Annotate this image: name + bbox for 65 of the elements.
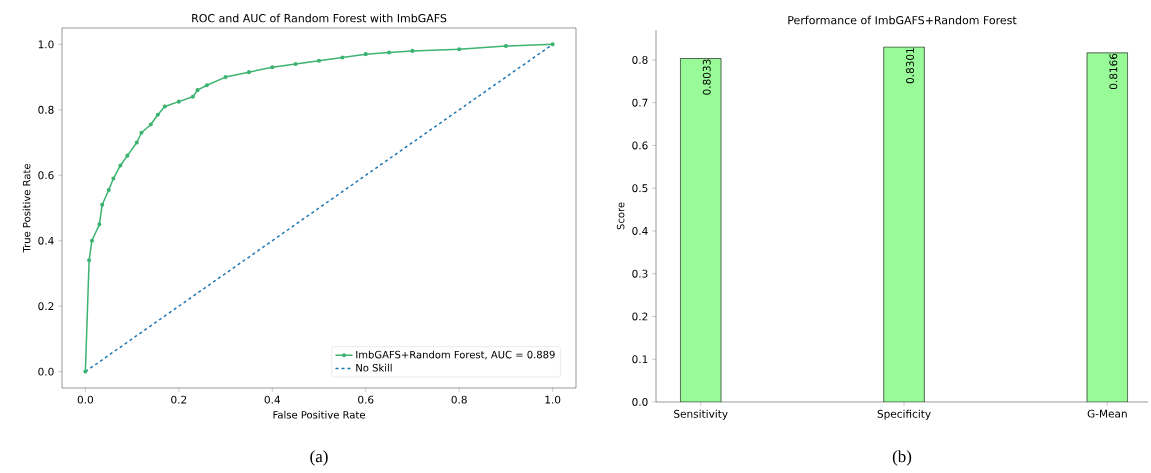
point bbox=[106, 187, 111, 193]
point bbox=[246, 70, 251, 75]
point bbox=[83, 369, 88, 374]
data-label: 0.8166 bbox=[1109, 53, 1118, 90]
point bbox=[134, 140, 139, 145]
data-label: 0.8033 bbox=[702, 59, 711, 95]
point bbox=[89, 238, 94, 243]
x-tick-label: 0.0 bbox=[77, 395, 94, 404]
point bbox=[100, 202, 105, 207]
point bbox=[503, 43, 508, 49]
text: (b) bbox=[892, 450, 912, 466]
point bbox=[162, 104, 167, 109]
x-tick-label: 0.8 bbox=[451, 395, 467, 404]
y-tick-label: 0.8 bbox=[38, 105, 54, 114]
y-tick-label: 0.6 bbox=[632, 141, 648, 150]
y-tick-label: 0.0 bbox=[38, 367, 54, 376]
point bbox=[457, 47, 462, 52]
y-axis-title: True Positive Rate bbox=[22, 163, 31, 253]
point bbox=[363, 52, 368, 57]
legend-label: No Skill bbox=[356, 363, 392, 372]
legend-label: ImbGAFS+Random Forest, AUC = 0.889 bbox=[356, 350, 555, 360]
point bbox=[204, 83, 209, 88]
point bbox=[410, 48, 415, 53]
y-tick-label: 0.2 bbox=[632, 312, 648, 321]
point bbox=[293, 61, 298, 67]
point bbox=[155, 112, 160, 117]
data-label: 0.8301 bbox=[906, 48, 914, 84]
point bbox=[550, 42, 555, 47]
x-tick-label: Specificity bbox=[877, 409, 931, 420]
y-tick-label: 0.3 bbox=[632, 269, 648, 278]
chart-title: ROC and AUC of Random Forest with ImbGAFS bbox=[192, 13, 447, 23]
x-tick-label: 0.6 bbox=[358, 395, 374, 404]
x-tick-label: G-Mean bbox=[1087, 409, 1127, 418]
x-axis-title: False Positive Rate bbox=[273, 410, 365, 419]
x-tick-label: 1.0 bbox=[545, 395, 561, 404]
point bbox=[118, 163, 123, 168]
point bbox=[87, 258, 92, 263]
x-tick-label: 0.2 bbox=[171, 395, 187, 404]
y-tick-label: 1.0 bbox=[38, 40, 54, 49]
point bbox=[148, 122, 153, 127]
chart-title: Performance of ImbGAFS+Random Forest bbox=[788, 15, 1017, 25]
point bbox=[125, 153, 130, 158]
point bbox=[139, 130, 144, 135]
point bbox=[340, 55, 345, 60]
y-tick-label: 0.2 bbox=[38, 302, 54, 311]
y-tick-label: 0.5 bbox=[632, 184, 648, 193]
point bbox=[195, 88, 200, 93]
point bbox=[111, 176, 116, 181]
point bbox=[270, 65, 275, 70]
x-tick-label: Sensitivity bbox=[674, 409, 728, 420]
point bbox=[176, 99, 181, 104]
y-tick-label: 0.6 bbox=[38, 171, 54, 180]
point bbox=[223, 75, 228, 80]
y-tick-label: 0.8 bbox=[632, 55, 648, 64]
y-tick-label: 0.4 bbox=[632, 226, 648, 235]
point bbox=[316, 58, 322, 63]
point bbox=[97, 222, 102, 227]
y-axis-title: Score bbox=[616, 202, 625, 230]
y-tick-label: 0.1 bbox=[632, 355, 648, 364]
x-tick-label: 0.4 bbox=[264, 395, 281, 404]
text: (a) bbox=[310, 450, 328, 466]
point bbox=[190, 94, 195, 99]
point bbox=[387, 50, 392, 55]
y-tick-label: 0.7 bbox=[632, 98, 648, 107]
y-tick-label: 0.4 bbox=[38, 236, 54, 245]
